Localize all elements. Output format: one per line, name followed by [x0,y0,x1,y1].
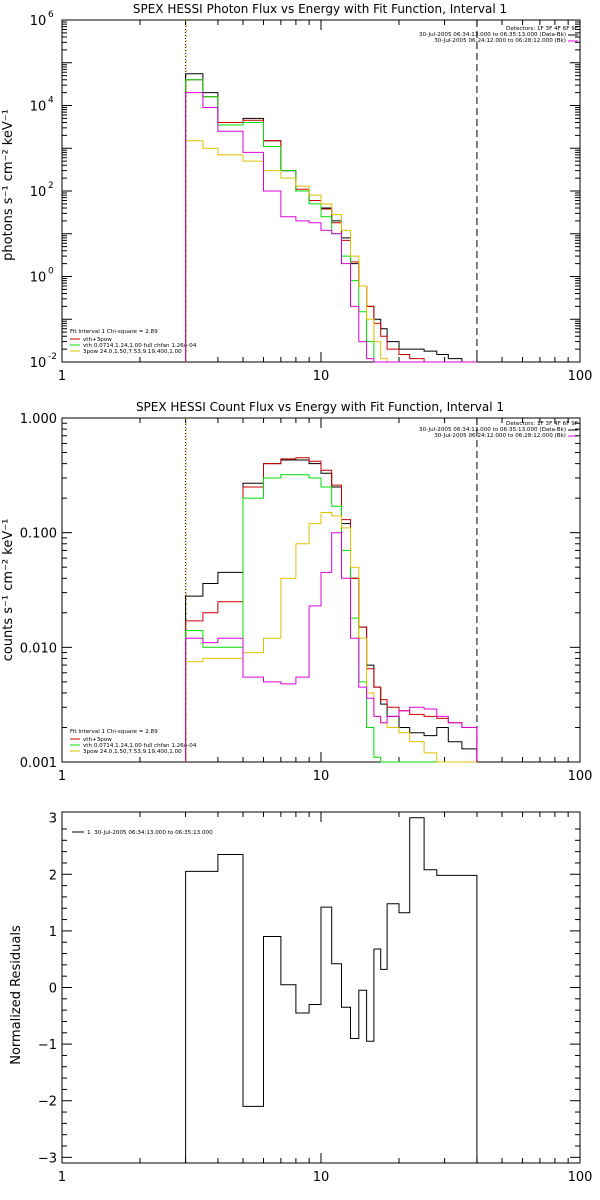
y-tick-label: 1.000 [20,412,57,427]
series-1-30-jul-2005-06-34-13-000-to-06-35-13-000 [185,817,478,1163]
residuals-panel: Normalized Residuals 1. 30-Jul-2005 06:3… [9,811,593,1185]
x-tick-label: 1 [58,369,66,384]
y-tick-label: 3 [49,812,57,827]
count-legend-top: Detectors: 1F 3F 4F 6F 9F 30-Jul-2005 06… [419,421,578,439]
x-tick-label: 100 [568,369,593,384]
y-tick-label: 10 [30,356,47,371]
photon-flux-ylabel: photons s⁻¹ cm⁻² keV⁻¹ [1,109,16,261]
series-3pow [185,512,477,763]
y-tick-label: 0.001 [20,756,57,771]
y-tick-exponent: 4 [48,96,54,106]
legend-vth-3pow: vth+3pow [83,337,112,343]
y-tick-label: 0 [49,982,57,997]
y-tick-label: 10 [30,271,47,286]
photon-legend-top: Detectors: 1F 3F 4F 6F 9F 30-Jul-2005 06… [419,26,578,44]
residuals-legend: 1. 30-Jul-2005 06:34:13.000 to 06:35:13.… [72,830,213,836]
y-tick-label: 10 [30,100,47,115]
legend-vth: vth 0.0714,1.24,1.00 full chfan 1.26e-04 [83,743,197,749]
series-vth-3pow [185,79,477,363]
y-tick-label: 2 [49,868,57,883]
y-tick-exponent: 0 [48,267,54,277]
y-tick-exponent: 6 [48,10,54,20]
x-tick-label: 10 [313,1170,330,1185]
y-tick-label: −2 [38,1095,57,1110]
y-tick-label: −3 [38,1151,57,1166]
series-vth [185,474,477,763]
y-tick-label: 10 [30,185,47,200]
series-3pow [185,140,477,363]
y-tick-exponent: 2 [48,181,54,191]
x-tick-label: 1 [58,1170,66,1185]
y-tick-label: 0.100 [20,527,57,542]
legend-bk: 30-Jul-2005 06:24:12.000 to 06:28:12.000… [434,38,566,44]
y-tick-exponent: -2 [48,352,57,362]
legend-vth-3pow: vth+3pow [83,737,112,743]
legend-bk: 30-Jul-2005 06:24:12.000 to 06:28:12.000… [434,433,566,439]
legend-detectors: Detectors: 1F 3F 4F 6F 9F [506,26,578,32]
legend-data-bk: 30-Jul-2005 06:34:13.000 to 06:35:13.000… [419,32,566,38]
y-tick-label: 1 [49,925,57,940]
count-flux-panel: SPEX HESSI Count Flux vs Energy with Fit… [1,400,592,784]
legend-fit-interval: Fit Interval 1 Chi-square = 2.89 [70,729,158,735]
count-flux-title: SPEX HESSI Count Flux vs Energy with Fit… [136,400,504,414]
x-tick-label: 10 [313,369,330,384]
residuals-ylabel: Normalized Residuals [9,925,24,1065]
count-legend-bottom: Fit Interval 1 Chi-square = 2.89 vth+3po… [70,729,197,755]
series-bk [185,532,478,762]
y-tick-label: 10 [30,14,47,29]
residuals-legend-item: 1. 30-Jul-2005 06:34:13.000 to 06:35:13.… [87,830,213,836]
series-vth-3pow [185,457,478,762]
y-tick-label: 0.010 [20,641,57,656]
y-tick-label: −1 [38,1038,57,1053]
legend-3pow: 3pow 24.0,1.50,7.53,9.19,400,1.00 [83,349,182,355]
photon-flux-panel: SPEX HESSI Photon Flux vs Energy with Fi… [1,2,592,384]
series-bk [185,92,477,363]
legend-vth: vth 0.0714,1.24,1.00 full chfan 1.26e-04 [83,343,197,349]
photon-flux-title: SPEX HESSI Photon Flux vs Energy with Fi… [133,2,507,16]
x-tick-label: 100 [568,769,593,784]
legend-detectors: Detectors: 1F 3F 4F 6F 9F [506,421,578,427]
x-tick-label: 10 [313,769,330,784]
photon-legend-bottom: Fit Interval 1 Chi-square = 2.89 vth+3po… [70,329,197,355]
plot-frame [61,19,581,363]
x-tick-label: 100 [568,1170,593,1185]
count-flux-ylabel: counts s⁻¹ cm⁻² keV⁻¹ [1,519,16,662]
legend-3pow: 3pow 24.0,1.50,7.53,9.19,400,1.00 [83,749,182,755]
x-tick-label: 1 [58,769,66,784]
legend-data-bk: 30-Jul-2005 06:34:13.000 to 06:35:13.000… [419,427,566,433]
legend-fit-interval: Fit Interval 1 Chi-square = 2.89 [70,329,158,335]
